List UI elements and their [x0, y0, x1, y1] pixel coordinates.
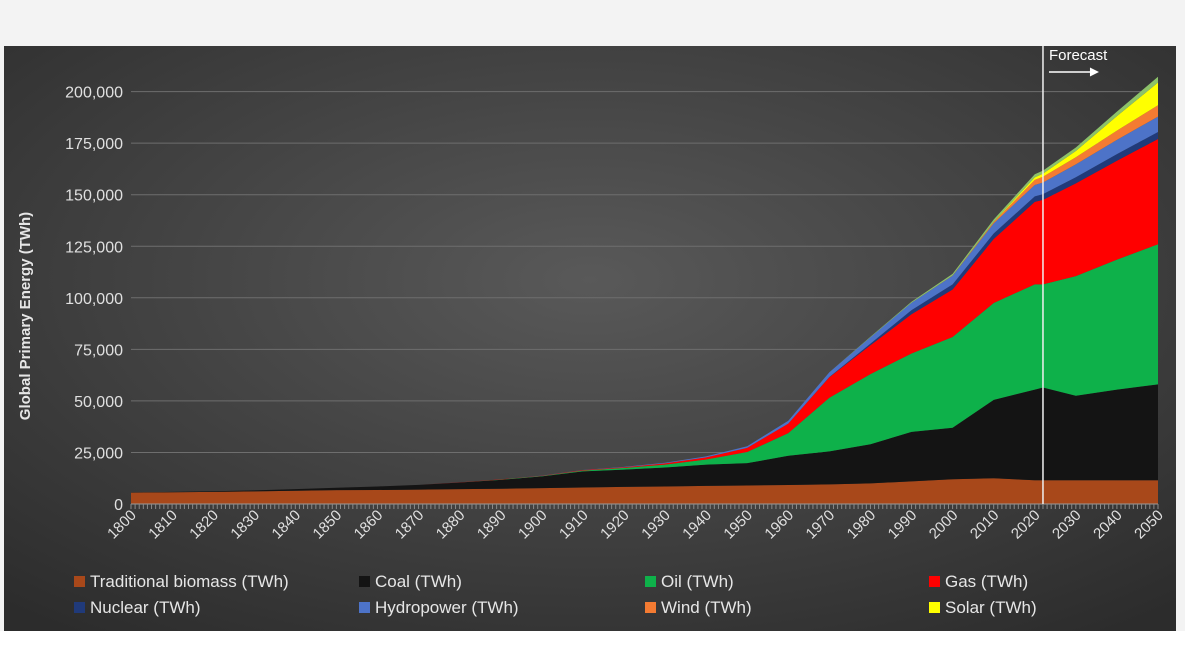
legend-label: Nuclear (TWh): [90, 598, 201, 617]
legend-item-traditional-biomass: Traditional biomass (TWh): [74, 572, 289, 591]
page-footer-blank: [0, 631, 1185, 671]
legend-label: Solar (TWh): [945, 598, 1037, 617]
legend-swatch: [929, 576, 940, 587]
y-tick-label: 0: [114, 497, 123, 514]
legend-item-wind: Wind (TWh): [645, 598, 752, 617]
area-gas: [131, 139, 1158, 493]
y-tick-label: 75,000: [74, 342, 123, 359]
legend-swatch: [359, 602, 370, 613]
legend-item-oil: Oil (TWh): [645, 572, 734, 591]
legend-label: Gas (TWh): [945, 572, 1028, 591]
legend-label: Wind (TWh): [661, 598, 752, 617]
y-tick-label: 50,000: [74, 394, 123, 411]
y-tick-label: 100,000: [65, 291, 123, 308]
y-tick-label: 150,000: [65, 188, 123, 205]
forecast-label: Forecast: [1049, 47, 1108, 64]
legend-item-gas: Gas (TWh): [929, 572, 1028, 591]
legend-item-hydropower: Hydropower (TWh): [359, 598, 519, 617]
chart-panel: 0 25,000 50,000 75,000 100,000 125,000 150,000…: [4, 46, 1176, 631]
legend-swatch: [645, 576, 656, 587]
legend-item-solar: Solar (TWh): [929, 598, 1037, 617]
legend-label: Coal (TWh): [375, 572, 462, 591]
area-traditional-biomass: [131, 478, 1158, 504]
legend-item-nuclear: Nuclear (TWh): [74, 598, 201, 617]
legend-swatch: [645, 602, 656, 613]
legend-label: Oil (TWh): [661, 572, 734, 591]
legend-swatch: [929, 602, 940, 613]
y-tick-label: 125,000: [65, 239, 123, 256]
legend-swatch: [74, 602, 85, 613]
energy-chart: 0 25,000 50,000 75,000 100,000 125,000 150,000…: [4, 46, 1176, 631]
y-tick-label: 200,000: [65, 85, 123, 102]
legend-swatch: [359, 576, 370, 587]
forecast-arrow-head: [1089, 67, 1099, 77]
y-axis-title: Global Primary Energy (TWh): [17, 212, 34, 420]
legend-swatch: [74, 576, 85, 587]
y-tick-label: 175,000: [65, 136, 123, 153]
area-coal: [131, 384, 1158, 493]
legend-label: Traditional biomass (TWh): [90, 572, 289, 591]
legend-label: Hydropower (TWh): [375, 598, 519, 617]
legend-item-coal: Coal (TWh): [359, 572, 462, 591]
y-tick-label: 25,000: [74, 445, 123, 462]
area-oil: [131, 244, 1158, 493]
